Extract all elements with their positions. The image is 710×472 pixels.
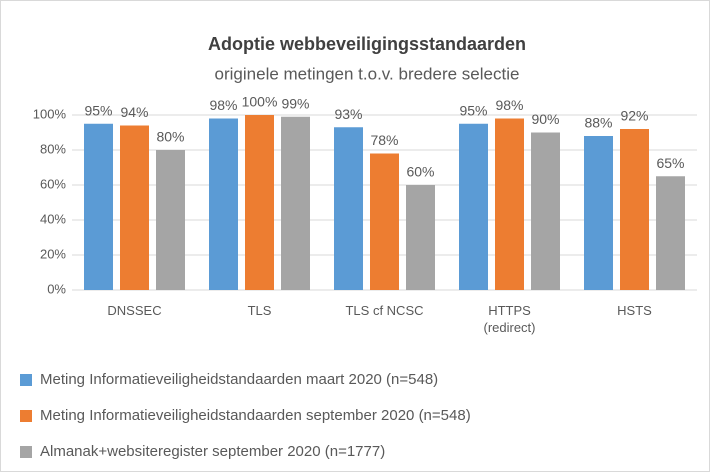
data-label: 80%: [156, 129, 184, 145]
bar: [531, 132, 560, 290]
y-tick-label: 60%: [40, 176, 66, 191]
bar: [281, 116, 310, 290]
x-tick-label: TLS: [247, 303, 272, 318]
bar: [156, 150, 185, 290]
y-tick-label: 100%: [33, 106, 67, 121]
data-label: 98%: [495, 97, 523, 113]
y-tick-label: 40%: [40, 211, 66, 226]
x-tick-label: TLS cf NCSC: [345, 303, 424, 318]
bar: [370, 153, 399, 290]
data-label: 65%: [656, 155, 684, 171]
data-label: 92%: [620, 108, 648, 124]
data-label: 95%: [459, 102, 487, 118]
data-label: 95%: [84, 102, 112, 118]
y-tick-label: 0%: [47, 281, 66, 296]
bar: [406, 185, 435, 290]
bar: [120, 125, 149, 290]
bar: [245, 115, 274, 290]
data-label: 99%: [281, 95, 309, 111]
bar: [584, 136, 613, 290]
legend-swatch: [20, 374, 32, 386]
bar: [84, 123, 113, 290]
data-label: 93%: [334, 106, 362, 122]
y-tick-label: 80%: [40, 141, 66, 156]
legend-label: Meting Informatieveiligheidstandaarden s…: [40, 407, 471, 424]
x-tick-label: HSTS: [617, 303, 652, 318]
x-tick-label: DNSSEC: [107, 303, 162, 318]
chart-title: Adoptie webbeveiligingsstandaarden: [208, 34, 526, 54]
y-tick-label: 20%: [40, 246, 66, 261]
bar: [334, 127, 363, 290]
chart-subtitle: originele metingen t.o.v. bredere select…: [215, 64, 520, 83]
bar: [495, 118, 524, 290]
data-label: 78%: [370, 132, 398, 148]
data-label: 94%: [120, 104, 148, 120]
bar: [209, 118, 238, 290]
data-label: 60%: [406, 164, 434, 180]
legend-label: Meting Informatieveiligheidstandaarden m…: [40, 371, 438, 388]
bar: [620, 129, 649, 290]
legend-swatch: [20, 410, 32, 422]
legend-swatch: [20, 446, 32, 458]
data-label: 90%: [531, 111, 559, 127]
data-label: 88%: [584, 115, 612, 131]
bar: [459, 123, 488, 290]
bar: [656, 176, 685, 290]
data-label: 98%: [209, 97, 237, 113]
x-tick-label: HTTPS (redirect): [483, 303, 536, 335]
data-label: 100%: [242, 94, 278, 110]
legend-label: Almanak+websiteregister september 2020 (…: [40, 443, 385, 460]
